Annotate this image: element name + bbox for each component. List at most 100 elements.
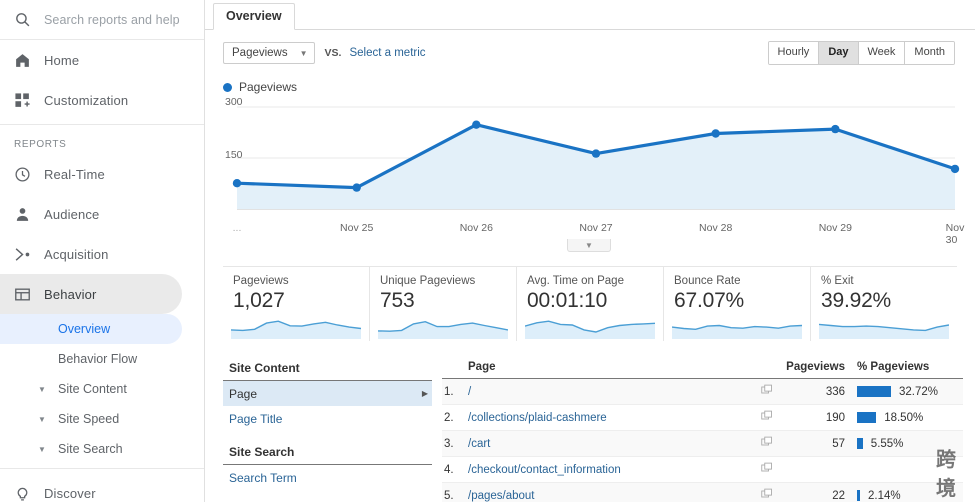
metric-card[interactable]: % Exit 39.92%	[811, 267, 957, 341]
open-in-new-window-icon[interactable]	[754, 456, 781, 483]
page-link[interactable]: /collections/plaid-cashmere	[468, 411, 607, 424]
table-row[interactable]: 1. / 336 32.72%	[442, 378, 963, 405]
metric-cards: Pageviews 1,027 Unique Pageviews 753 Avg. Ti…	[223, 266, 957, 341]
row-pct-pageviews: 2.14%	[851, 482, 963, 502]
table-row[interactable]: 4. /checkout/contact_information	[442, 456, 963, 483]
vs-label: VS.	[324, 47, 342, 59]
table-header-icon	[754, 357, 781, 379]
chart-collapse-button[interactable]: ▼	[567, 239, 611, 252]
tab-overview[interactable]: Overview	[213, 3, 295, 30]
panel-spacer	[223, 431, 432, 441]
table-header-pageviews[interactable]: Pageviews	[780, 357, 851, 379]
table-header-page[interactable]: Page	[462, 357, 755, 379]
sidebar-subitem-overview[interactable]: Overview	[0, 314, 182, 344]
sidebar-item-real-time[interactable]: Real-Time	[0, 154, 182, 194]
row-label: Page	[229, 386, 258, 401]
metric-card-label: Pageviews	[233, 275, 289, 287]
row-index: 5.	[442, 482, 462, 502]
metric-card-value: 753	[380, 289, 415, 312]
sidebar-subitem-label: Site Content	[58, 382, 127, 396]
granularity-month[interactable]: Month	[905, 42, 954, 64]
legend-label: Pageviews	[239, 80, 298, 94]
table-header-pct-pageviews[interactable]: % Pageviews	[851, 357, 963, 379]
site-content-heading: Site Content	[223, 357, 432, 381]
select-a-metric-link[interactable]: Select a metric	[349, 47, 426, 59]
granularity-week[interactable]: Week	[858, 42, 906, 64]
sidebar-subitem-label: Site Search	[58, 442, 123, 456]
row-page-cell: /cart	[462, 430, 755, 457]
granularity-hourly[interactable]: Hourly	[768, 42, 820, 64]
x-axis-tick: Nov 28	[699, 222, 733, 234]
open-in-new-window-icon[interactable]	[754, 404, 781, 431]
acquisition-icon	[14, 246, 44, 263]
page-link[interactable]: /cart	[468, 437, 491, 450]
page-link[interactable]: /checkout/contact_information	[468, 463, 621, 476]
row-pct-pageviews: 5.55%	[851, 430, 963, 457]
sidebar-subitem-label: Site Speed	[58, 412, 120, 426]
row-page-cell: /checkout/contact_information	[462, 456, 755, 483]
metric-card[interactable]: Bounce Rate 67.07%	[664, 267, 811, 341]
metric-card[interactable]: Avg. Time on Page 00:01:10	[517, 267, 664, 341]
site-search-heading: Site Search	[223, 441, 432, 465]
sidebar-divider	[0, 124, 204, 125]
sidebar-item-label: Home	[44, 52, 80, 68]
row-pct-pageviews	[851, 456, 963, 483]
metric-select[interactable]: Pageviews ▼	[223, 42, 315, 64]
row-pct-pageviews: 18.50%	[851, 404, 963, 431]
sidebar-item-label: Audience	[44, 206, 100, 222]
search-icon	[14, 11, 44, 28]
open-in-new-window-icon[interactable]	[754, 378, 781, 405]
page-table-panel: Page Pageviews % Pageviews 1. / 336 32.72% 2…	[442, 357, 975, 502]
metric-card-value: 39.92%	[821, 289, 892, 312]
sidebar-subitem-behavior-flow[interactable]: Behavior Flow	[0, 344, 182, 374]
row-pageviews: 22	[780, 482, 851, 502]
search-bar[interactable]: Search reports and help	[0, 0, 204, 40]
site-content-row-page[interactable]: Page ▶	[223, 381, 432, 406]
sidebar-item-home[interactable]: Home	[0, 40, 182, 80]
x-axis-tick: ...	[232, 222, 242, 234]
site-search-row-search-term[interactable]: Search Term	[223, 465, 432, 490]
metric-card-value: 00:01:10	[527, 289, 608, 312]
sidebar-item-label: Customization	[44, 92, 129, 108]
y-axis-tick: 150	[225, 149, 243, 161]
metric-card-sparkline	[525, 320, 655, 339]
site-content-row-page-title[interactable]: Page Title	[223, 406, 432, 431]
sidebar-subitem-site-content[interactable]: ▼ Site Content	[0, 374, 182, 404]
metric-card-label: Avg. Time on Page	[527, 275, 624, 287]
chevron-down-icon: ▼	[38, 444, 46, 454]
table-row[interactable]: 2. /collections/plaid-cashmere 190 18.50%	[442, 404, 963, 431]
open-in-new-window-icon[interactable]	[754, 430, 781, 457]
page-link[interactable]: /	[468, 385, 472, 398]
sidebar-item-label: Real-Time	[44, 166, 105, 182]
page-link[interactable]: /pages/about	[468, 489, 535, 502]
metric-card-label: % Exit	[821, 275, 854, 287]
sidebar-item-behavior[interactable]: Behavior	[0, 274, 182, 314]
legend-color-dot	[223, 82, 232, 92]
table-row[interactable]: 3. /cart 57 5.55%	[442, 430, 963, 457]
sidebar-section-reports: REPORTS	[14, 139, 67, 150]
chevron-down-icon: ▼	[299, 48, 308, 58]
open-in-new-window-icon[interactable]	[754, 482, 781, 502]
row-pageviews: 57	[780, 430, 851, 457]
sidebar-item-audience[interactable]: Audience	[0, 194, 182, 234]
row-label: Search Term	[229, 470, 297, 485]
chevron-right-icon: ▶	[421, 389, 428, 398]
sidebar-item-acquisition[interactable]: Acquisition	[0, 234, 182, 274]
sidebar-item-customization[interactable]: Customization	[0, 80, 182, 120]
search-input[interactable]: Search reports and help	[44, 12, 180, 27]
granularity-toggle-group: Hourly Day Week Month	[767, 41, 955, 65]
metric-card[interactable]: Unique Pageviews 753	[370, 267, 517, 341]
row-index: 2.	[442, 404, 462, 431]
sidebar-subitem-site-search[interactable]: ▼ Site Search	[0, 434, 182, 464]
sidebar-item-discover[interactable]: Discover	[0, 473, 182, 502]
table-row[interactable]: 5. /pages/about 22 2.14%	[442, 482, 963, 502]
person-icon	[14, 206, 44, 223]
pct-label: 2.14%	[868, 489, 901, 502]
metric-card[interactable]: Pageviews 1,027	[223, 267, 370, 341]
sidebar-subitem-site-speed[interactable]: ▼ Site Speed	[0, 404, 182, 434]
pct-label: 32.72%	[899, 385, 939, 398]
sidebar-subitem-label: Behavior Flow	[58, 352, 138, 366]
granularity-day[interactable]: Day	[819, 42, 859, 64]
chart-legend: Pageviews	[223, 80, 955, 94]
